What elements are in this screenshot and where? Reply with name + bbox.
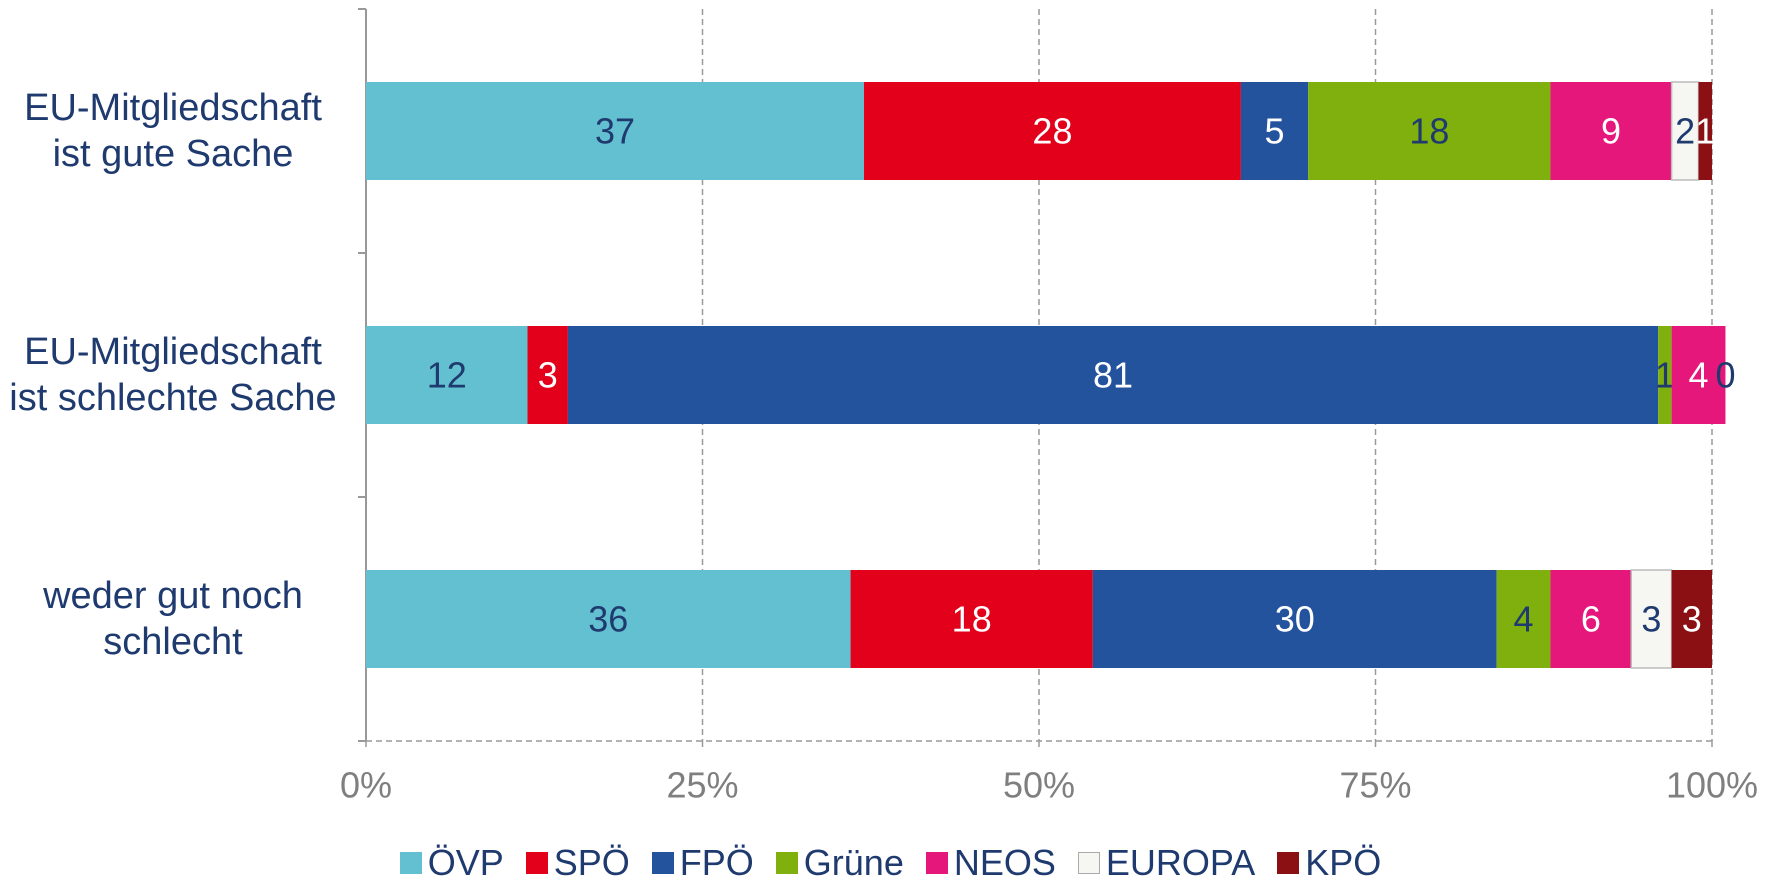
- bar-segment: [1658, 326, 1672, 424]
- data-label: 12: [427, 355, 467, 396]
- data-label: 4: [1689, 355, 1709, 396]
- bar-segment: [1550, 570, 1632, 668]
- legend-item: FPÖ: [651, 842, 754, 884]
- legend-item: EUROPA: [1077, 842, 1256, 884]
- data-label: 28: [1032, 111, 1072, 152]
- data-label: 1: [1655, 355, 1675, 396]
- bar-segment: [1496, 570, 1551, 668]
- bar-segment: [366, 326, 528, 424]
- data-label: 1: [1695, 111, 1715, 152]
- legend-swatch: [925, 852, 948, 874]
- data-label: 2: [1675, 111, 1695, 152]
- data-label: 3: [1641, 599, 1661, 640]
- bar-segment: [1671, 326, 1726, 424]
- bar-segment: [850, 570, 1093, 668]
- legend-swatch: [399, 852, 422, 874]
- bar-segment: [1698, 82, 1712, 180]
- bar-segment: [1630, 569, 1673, 669]
- legend-item: SPÖ: [525, 842, 630, 884]
- data-label: 3: [538, 355, 558, 396]
- bar-segment: [1308, 82, 1551, 180]
- data-label: 0: [1715, 355, 1735, 396]
- legend-swatch: [775, 852, 798, 874]
- legend-label: KPÖ: [1305, 842, 1382, 883]
- bar-segment: [1671, 570, 1712, 668]
- bar-segment: [864, 82, 1241, 180]
- data-label: 37: [595, 111, 635, 152]
- legend-item: NEOS: [925, 842, 1056, 884]
- data-label: 4: [1514, 599, 1534, 640]
- legend-label: FPÖ: [679, 842, 754, 883]
- legend-item: Grüne: [775, 842, 904, 884]
- data-label: 6: [1581, 599, 1601, 640]
- bar-segment: [1670, 81, 1700, 181]
- data-label: 9: [1601, 111, 1621, 152]
- data-label: 3: [1682, 599, 1702, 640]
- data-label: 18: [952, 599, 992, 640]
- legend-label: Grüne: [803, 842, 904, 883]
- x-tick-label: 100%: [1666, 765, 1758, 806]
- data-label: 18: [1409, 111, 1449, 152]
- y-tick-label: EU-Mitgliedschaft ist gute Sache: [24, 87, 322, 175]
- bar-segment: [1550, 82, 1672, 180]
- bar-segment: [1092, 570, 1497, 668]
- data-label: 81: [1093, 355, 1133, 396]
- legend: ÖVP SPÖ FPÖ Grüne NEOS EUROPA KPÖ: [0, 842, 1781, 884]
- legend-item: KPÖ: [1277, 842, 1381, 884]
- legend-label: NEOS: [953, 842, 1056, 883]
- data-label: 5: [1265, 111, 1285, 152]
- legend-swatch: [651, 852, 674, 874]
- legend-swatch: [525, 852, 548, 874]
- x-tick-label: 50%: [1003, 765, 1075, 806]
- x-tick-label: 75%: [1339, 765, 1411, 806]
- bar-segment: [1240, 82, 1309, 180]
- data-label: 36: [588, 599, 628, 640]
- legend-label: SPÖ: [553, 842, 630, 883]
- legend-swatch: [1277, 852, 1300, 874]
- data-label: 30: [1275, 599, 1315, 640]
- legend-label: ÖVP: [427, 842, 504, 883]
- bar-segment: [366, 570, 851, 668]
- bar-segment: [366, 82, 865, 180]
- legend-label: EUROPA: [1105, 842, 1256, 883]
- bar-segment: [567, 326, 1659, 424]
- y-tick-label: weder gut noch schlecht: [43, 575, 303, 663]
- y-tick-label: EU-Mitgliedschaft ist schlechte Sache: [9, 331, 337, 419]
- x-tick-label: 0%: [340, 765, 392, 806]
- legend-item: ÖVP: [399, 842, 504, 884]
- x-tick-label: 25%: [666, 765, 738, 806]
- bar-segment: [527, 326, 568, 424]
- legend-swatch: [1077, 852, 1100, 874]
